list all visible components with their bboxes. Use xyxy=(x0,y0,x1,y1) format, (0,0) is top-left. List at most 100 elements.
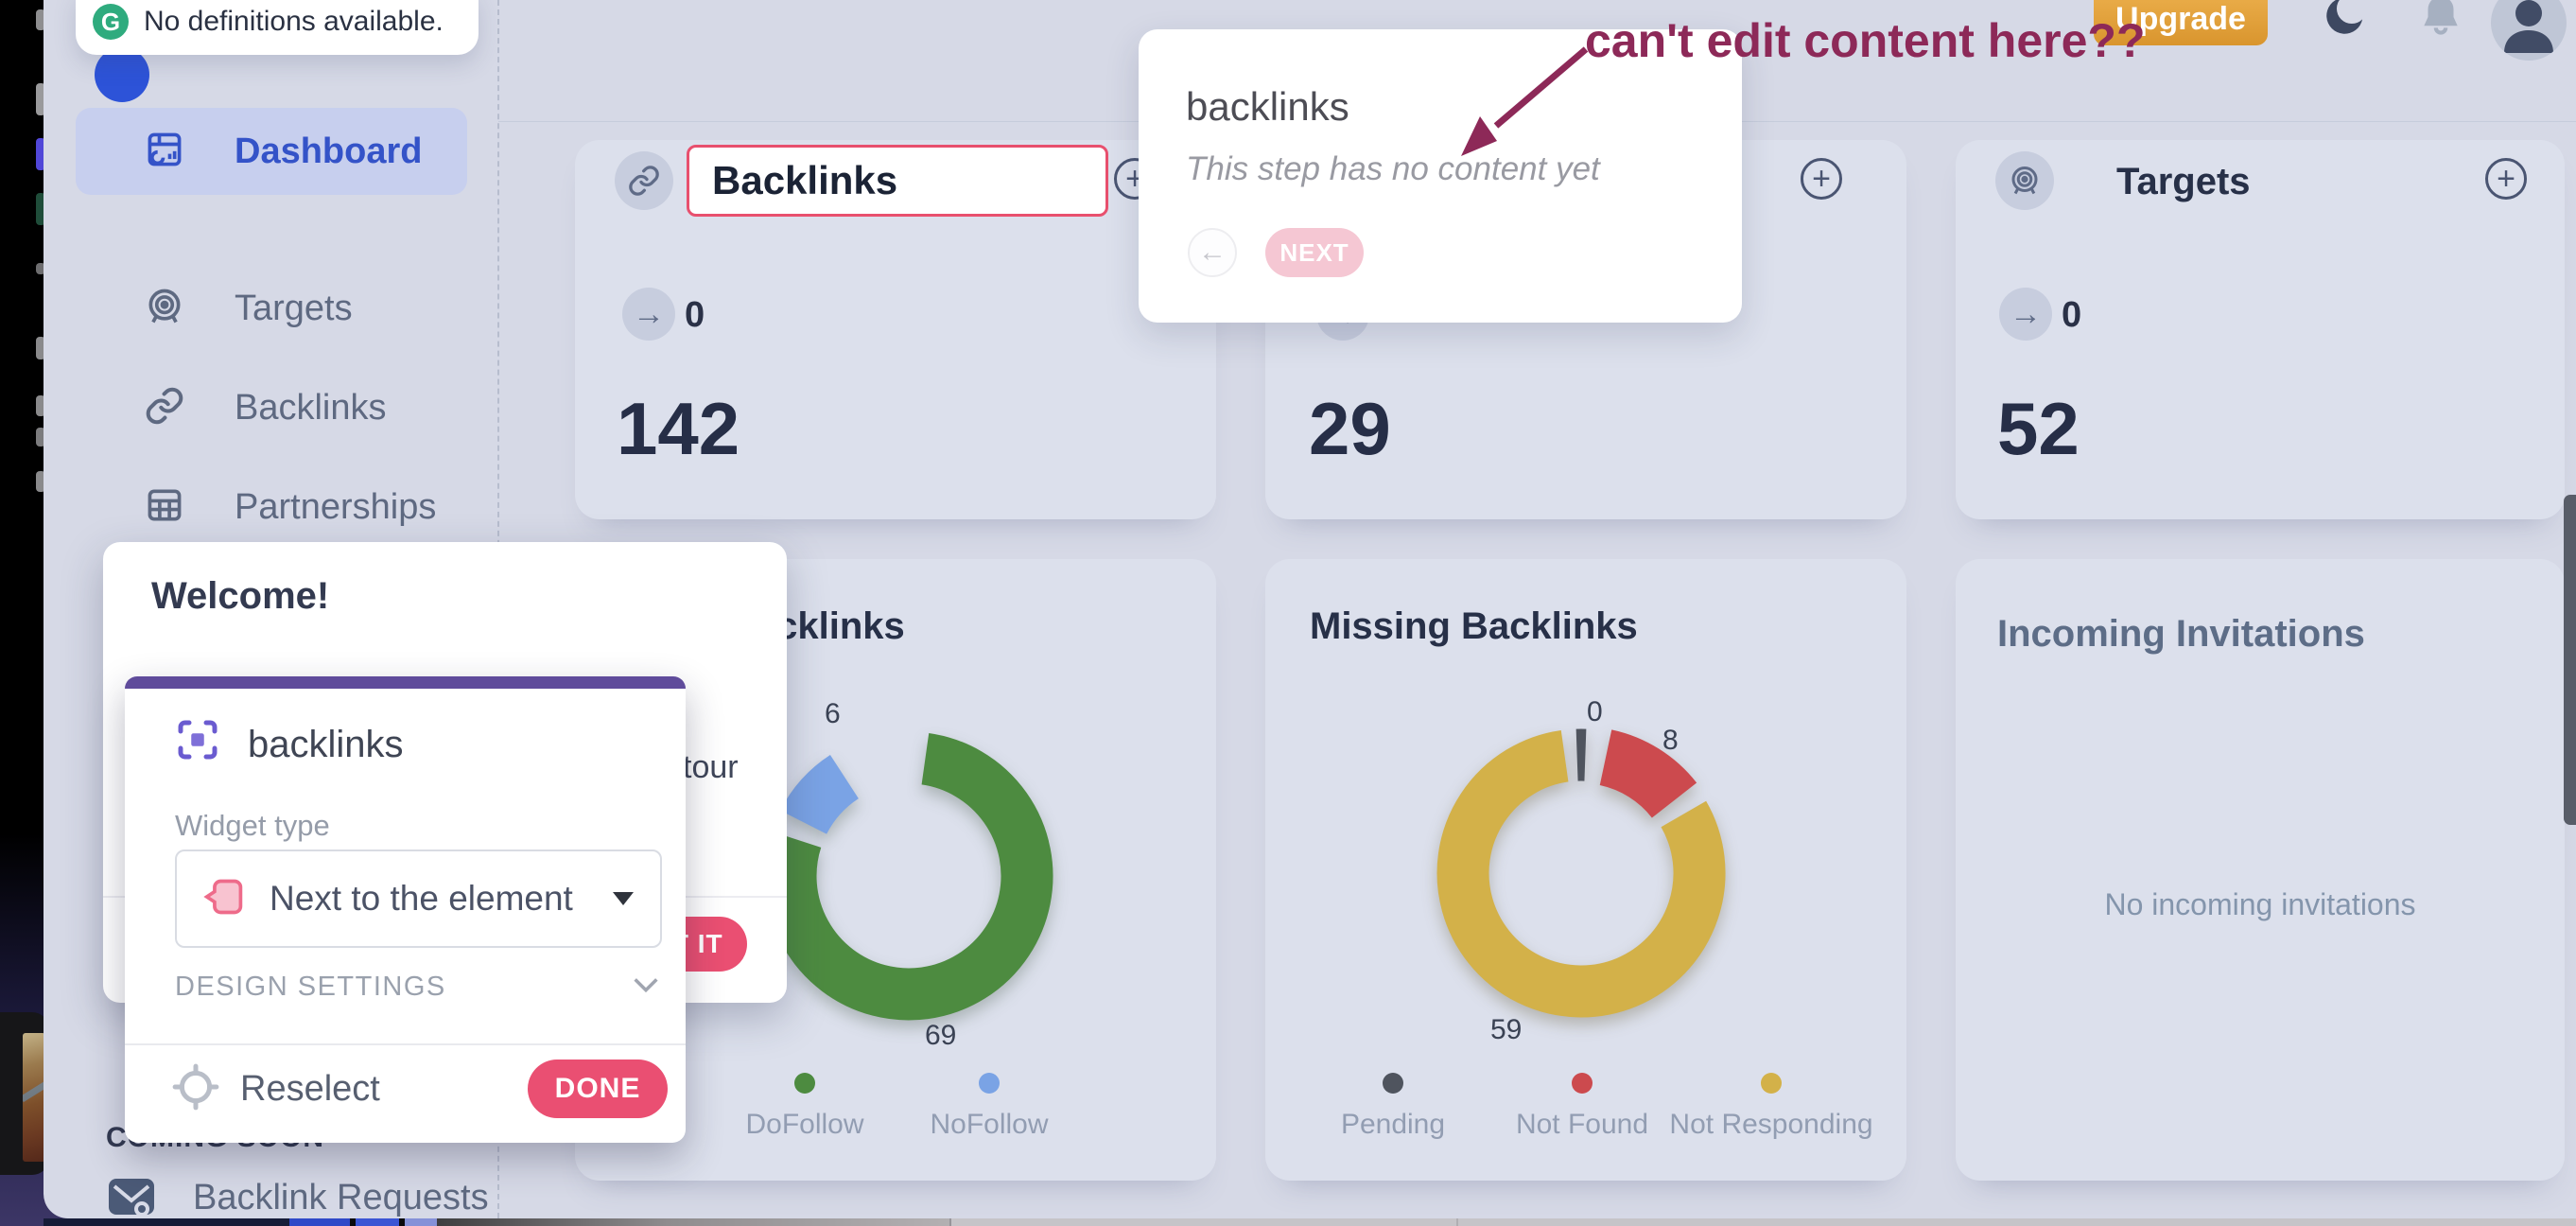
sidebar-item-partnerships[interactable]: Partnerships xyxy=(144,484,436,531)
targets-new-count: 0 xyxy=(2062,295,2082,335)
widget-type-label: Widget type xyxy=(175,809,330,842)
legend-label: Not Responding xyxy=(1669,1109,1873,1140)
popup-divider xyxy=(125,1043,686,1045)
app-window: G No definitions available. Dashboard Ta… xyxy=(44,0,2576,1218)
new-items-chip: → xyxy=(1999,288,2052,341)
user-menu-button[interactable] xyxy=(2491,0,2567,61)
reselect-label[interactable]: Reselect xyxy=(240,1068,380,1109)
notfound-value-label: 8 xyxy=(1662,725,1679,756)
card-targets-count xyxy=(1956,140,2565,519)
legend-label: NoFollow xyxy=(930,1109,1049,1140)
sidebar-item-label: Backlink Requests xyxy=(193,1178,489,1217)
sidebar-item-label: Targets xyxy=(235,289,353,328)
add-target-button[interactable]: + xyxy=(2485,158,2527,200)
pip-video-thumbnail xyxy=(23,1033,45,1162)
arrow-left-icon: ← xyxy=(1198,236,1227,268)
toast-text: No definitions available. xyxy=(144,6,444,37)
widget-title-input[interactable] xyxy=(687,145,1108,217)
dofollow-value-label: 69 xyxy=(925,1020,957,1051)
background-window-button xyxy=(36,83,45,115)
sidebar-item-dashboard-background xyxy=(76,108,467,195)
target-icon xyxy=(144,286,185,332)
legend-not-responding[interactable]: Not Responding xyxy=(1667,1073,1875,1141)
legend-dot-yellow xyxy=(1761,1073,1782,1094)
background-taskbar-segment xyxy=(44,1218,293,1226)
annotation-text: can't edit content here?? xyxy=(1585,14,2146,67)
card-incoming-invitations xyxy=(1956,559,2565,1181)
background-window-edge xyxy=(949,1218,2576,1226)
background-browser-tab xyxy=(356,1218,399,1226)
widget-step-title: backlinks xyxy=(248,724,404,765)
background-browser-tab xyxy=(405,1218,437,1226)
arrow-right-icon: → xyxy=(633,295,665,332)
background-window-button xyxy=(36,193,45,225)
legend-dot-dark xyxy=(1383,1073,1403,1094)
sidebar-item-label: Backlinks xyxy=(235,388,387,428)
pip-video-window[interactable] xyxy=(0,1012,49,1175)
legend-dot-blue xyxy=(979,1073,1000,1094)
card-title: Targets xyxy=(2116,161,2251,202)
sidebar-item-label: Dashboard xyxy=(235,131,423,171)
backlinks-donut-chart xyxy=(764,732,1053,1021)
welcome-text-fragment: tour xyxy=(683,749,739,785)
backlinks-total: 142 xyxy=(617,387,740,470)
grammarly-icon: G xyxy=(93,4,129,40)
sidebar-item-label: Partnerships xyxy=(235,487,437,527)
background-browser-tab xyxy=(289,1218,350,1226)
tooltip-shape-icon xyxy=(203,874,245,924)
tour-back-button[interactable]: ← xyxy=(1188,228,1237,277)
grammarly-toast[interactable]: G No definitions available. xyxy=(76,0,479,55)
tour-popup: backlinks This step has no content yet ←… xyxy=(1139,29,1742,323)
legend-label: Not Found xyxy=(1515,1109,1649,1140)
caret-down-icon xyxy=(613,892,634,905)
backlinks-new-count: 0 xyxy=(685,295,705,335)
workspace-avatar[interactable] xyxy=(95,47,149,102)
background-window-edge xyxy=(437,1218,949,1226)
reselect-crosshair-icon[interactable] xyxy=(172,1063,219,1115)
new-items-chip: → xyxy=(622,288,675,341)
notifications-button[interactable] xyxy=(2417,0,2464,48)
background-window-button xyxy=(36,471,45,492)
pending-value-label: 0 xyxy=(1587,696,1603,727)
legend-nofollow[interactable]: NoFollow xyxy=(923,1073,1055,1141)
tour-next-button[interactable]: NEXT xyxy=(1265,228,1364,277)
legend-dofollow[interactable]: DoFollow xyxy=(739,1073,871,1141)
missing-backlinks-donut-chart xyxy=(1436,728,1726,1018)
mail-icon xyxy=(106,1173,157,1218)
background-window-button xyxy=(36,9,45,30)
sidebar-item-dashboard[interactable]: Dashboard xyxy=(144,129,422,175)
sidebar-item-targets[interactable]: Targets xyxy=(144,286,353,332)
sidebar-item-backlink-requests[interactable]: Backlink Requests xyxy=(106,1173,489,1218)
targets-total: 52 xyxy=(1997,387,2080,470)
widget-type-value: Next to the element xyxy=(270,879,573,918)
legend-label: Pending xyxy=(1340,1109,1446,1140)
chevron-down-icon xyxy=(630,973,662,1001)
middle-total: 29 xyxy=(1309,387,1391,470)
legend-label: DoFollow xyxy=(745,1109,864,1140)
legend-dot-green xyxy=(794,1073,815,1094)
legend-not-found[interactable]: Not Found xyxy=(1497,1073,1667,1141)
upgrade-button[interactable]: Upgrade xyxy=(2094,0,2268,45)
target-icon-chip xyxy=(1995,151,2054,210)
link-icon xyxy=(144,385,185,431)
add-item-button[interactable]: + xyxy=(1801,158,1842,200)
empty-state-text: No incoming invitations xyxy=(2104,887,2416,921)
bell-icon xyxy=(2417,0,2464,47)
widget-type-select[interactable]: Next to the element xyxy=(175,849,662,948)
background-window-divider xyxy=(1456,1218,1458,1226)
sidebar-item-backlinks[interactable]: Backlinks xyxy=(144,385,387,431)
background-window-button xyxy=(36,138,45,170)
element-selection-icon xyxy=(172,714,223,770)
user-icon xyxy=(2491,0,2567,61)
design-settings-toggle[interactable]: DESIGN SETTINGS xyxy=(175,972,662,1003)
dashboard-icon xyxy=(144,129,185,175)
background-window-button xyxy=(36,263,45,274)
arrow-right-icon: → xyxy=(2010,295,2042,332)
link-icon-chip xyxy=(615,151,673,210)
legend-pending[interactable]: Pending xyxy=(1308,1073,1478,1141)
done-button[interactable]: DONE xyxy=(528,1060,668,1118)
legend-dot-red xyxy=(1572,1073,1593,1094)
dark-mode-toggle[interactable] xyxy=(2319,0,2370,46)
vertical-scrollbar-thumb[interactable] xyxy=(2564,495,2576,825)
